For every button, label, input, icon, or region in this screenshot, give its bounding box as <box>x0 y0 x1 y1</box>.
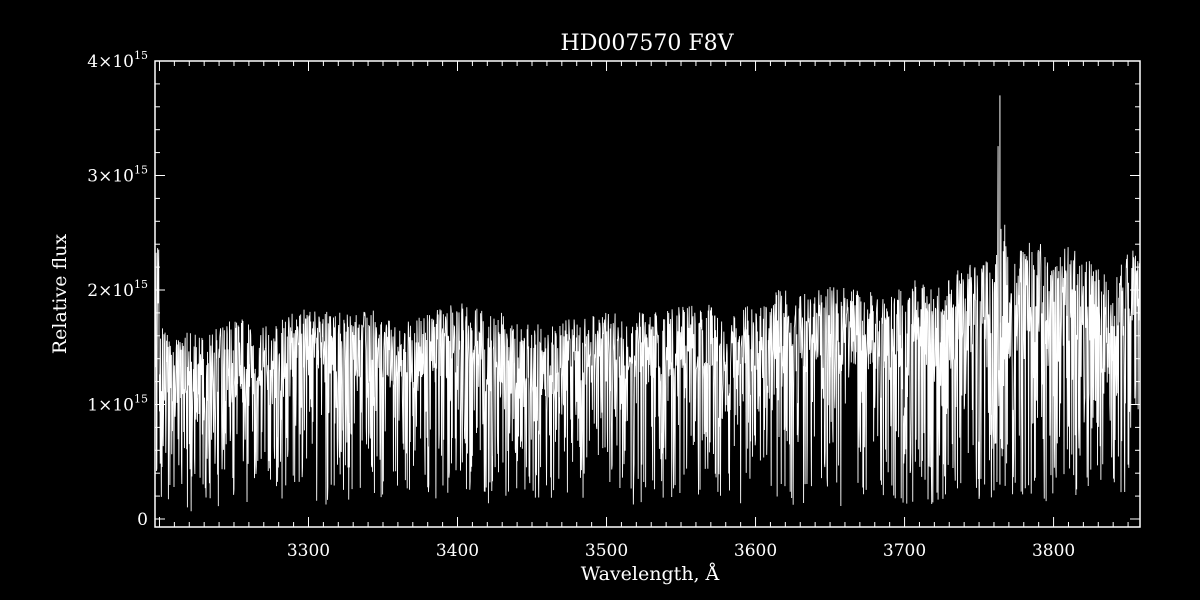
y-tick-label: 4×1015 <box>87 49 148 72</box>
spectrum-line <box>155 146 1140 512</box>
x-tick-label: 3800 <box>1032 541 1075 561</box>
x-tick-label: 3600 <box>734 541 777 561</box>
y-tick-label: 0 <box>137 510 148 530</box>
y-axis-tick-labels: 0 1×1015 2×1015 3×1015 4×1015 <box>87 49 148 530</box>
y-axis-label: Relative flux <box>49 234 71 355</box>
plot-frame <box>154 60 1141 528</box>
x-axis-ticks <box>158 61 1129 527</box>
x-tick-label: 3300 <box>287 541 330 561</box>
y-tick-label: 2×1015 <box>87 278 148 301</box>
x-tick-label: 3700 <box>883 541 926 561</box>
y-axis-ticks <box>155 60 1140 520</box>
y-tick-label: 1×1015 <box>87 392 148 415</box>
y-tick-label: 3×1015 <box>87 163 148 186</box>
x-tick-label: 3400 <box>436 541 479 561</box>
x-axis-tick-labels: 3300 3400 3500 3600 3700 3800 <box>287 541 1075 561</box>
spectrum-series <box>155 95 1140 512</box>
x-axis-label: Wavelength, Å <box>581 563 720 585</box>
x-tick-label: 3500 <box>585 541 628 561</box>
chart-title: HD007570 F8V <box>561 31 735 56</box>
